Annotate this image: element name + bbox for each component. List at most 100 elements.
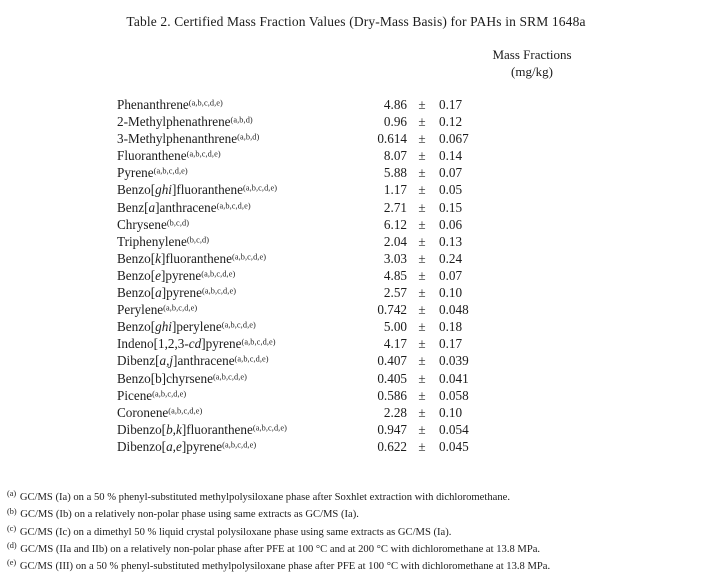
plus-minus-symbol: ± bbox=[418, 250, 426, 266]
table-row: Benzo[k]fluoranthene(a,b,c,d,e) 3.03 ±0.24 bbox=[0, 250, 712, 267]
column-header-line-2: (mg/kg) bbox=[511, 64, 553, 79]
uncertainty-value: 0.045 bbox=[439, 438, 469, 454]
mass-fraction-value: 5.88 bbox=[383, 165, 407, 181]
plus-minus-symbol: ± bbox=[418, 216, 426, 232]
table-row: Benzo[ghi]perylene(a,b,c,d,e) 5.00 ±0.18 bbox=[0, 318, 712, 335]
plus-minus-symbol: ± bbox=[418, 165, 426, 181]
footnote-marker: (e) bbox=[7, 558, 17, 568]
analyte-name: Chrysene(b,c,d) bbox=[117, 216, 190, 232]
uncertainty-value: 0.17 bbox=[439, 97, 463, 112]
mass-fraction-value: 0.947 bbox=[377, 421, 407, 437]
plus-minus-symbol: ± bbox=[418, 302, 426, 318]
analyte-name: Dibenzo[b,k]fluoranthene(a,b,c,d,e) bbox=[117, 421, 287, 437]
analyte-name: Benz[a]anthracene(a,b,c,d,e) bbox=[117, 199, 251, 215]
analyte-name: Dibenz[a,j]anthracene(a,b,c,d,e) bbox=[117, 353, 269, 369]
mass-fraction-value: 0.614 bbox=[377, 131, 407, 147]
table-row: Dibenzo[b,k]fluoranthene(a,b,c,d,e) 0.947… bbox=[0, 421, 712, 438]
plus-minus-symbol: ± bbox=[418, 199, 426, 215]
uncertainty-value: 0.058 bbox=[439, 387, 469, 403]
table-row: Perylene(a,b,c,d,e) 0.742 ±0.048 bbox=[0, 301, 712, 318]
footnote-marker: (a) bbox=[7, 489, 17, 499]
footnote-text: GC/MS (IIa and IIb) on a relatively non-… bbox=[17, 543, 541, 555]
analyte-name: Triphenylene(b,c,d) bbox=[117, 233, 210, 249]
analyte-name: Benzo[ghi]fluoranthene(a,b,c,d,e) bbox=[117, 182, 278, 198]
table-body: Phenanthrene(a,b,c,d,e) 4.86 ±0.17 2-Methyl… bbox=[0, 96, 712, 455]
mass-fraction-value: 2.28 bbox=[383, 404, 407, 420]
footnote-marker: (b) bbox=[7, 506, 17, 516]
mass-fraction-value: 2.71 bbox=[383, 199, 407, 215]
uncertainty-value: 0.13 bbox=[439, 233, 463, 249]
plus-minus-symbol: ± bbox=[418, 387, 426, 403]
analyte-name: Picene(a,b,c,d,e) bbox=[117, 387, 187, 403]
table-row: Phenanthrene(a,b,c,d,e) 4.86 ±0.17 bbox=[0, 96, 712, 113]
plus-minus-symbol: ± bbox=[418, 421, 426, 437]
footnote-text: GC/MS (III) on a 50 % phenyl-substituted… bbox=[17, 561, 551, 573]
table-row: Dibenzo[a,e]pyrene(a,b,c,d,e) 0.622 ±0.045 bbox=[0, 438, 712, 455]
plus-minus-symbol: ± bbox=[418, 404, 426, 420]
analyte-name: 3-Methylphenanthrene(a,b,d) bbox=[117, 131, 260, 147]
plus-minus-symbol: ± bbox=[418, 131, 426, 147]
footnote: (e) GC/MS (III) on a 50 % phenyl-substit… bbox=[7, 558, 707, 575]
mass-fraction-value: 0.405 bbox=[377, 370, 407, 386]
mass-fraction-value: 2.57 bbox=[383, 285, 407, 301]
mass-fraction-value: 1.17 bbox=[383, 182, 407, 198]
mass-fraction-value: 0.407 bbox=[377, 353, 407, 369]
uncertainty-value: 0.15 bbox=[439, 199, 463, 215]
uncertainty-value: 0.067 bbox=[439, 131, 469, 147]
footnote-text: GC/MS (Ic) on a dimethyl 50 % liquid cry… bbox=[17, 526, 452, 538]
uncertainty-value: 0.039 bbox=[439, 353, 469, 369]
plus-minus-symbol: ± bbox=[418, 336, 426, 352]
table-row: Indeno[1,2,3-cd]pyrene(a,b,c,d,e) 4.17 ±0.… bbox=[0, 335, 712, 352]
table-row: Coronene(a,b,c,d,e) 2.28 ±0.10 bbox=[0, 404, 712, 421]
footnote-text: GC/MS (Ib) on a relatively non-polar pha… bbox=[17, 509, 359, 521]
plus-minus-symbol: ± bbox=[418, 353, 426, 369]
uncertainty-value: 0.24 bbox=[439, 250, 463, 266]
uncertainty-value: 0.10 bbox=[439, 404, 463, 420]
uncertainty-value: 0.048 bbox=[439, 302, 469, 318]
table-row: Chrysene(b,c,d) 6.12 ±0.06 bbox=[0, 216, 712, 233]
mass-fraction-value: 2.04 bbox=[383, 233, 407, 249]
analyte-name: Phenanthrene(a,b,c,d,e) bbox=[117, 97, 223, 112]
mass-fraction-value: 0.586 bbox=[377, 387, 407, 403]
uncertainty-value: 0.054 bbox=[439, 421, 469, 437]
footnote-marker: (d) bbox=[7, 541, 17, 551]
mass-fraction-value: 4.85 bbox=[383, 267, 407, 283]
table-row: Fluoranthene(a,b,c,d,e) 8.07 ±0.14 bbox=[0, 147, 712, 164]
analyte-name: Perylene(a,b,c,d,e) bbox=[117, 302, 198, 318]
mass-fraction-value: 4.17 bbox=[383, 336, 407, 352]
plus-minus-symbol: ± bbox=[418, 148, 426, 164]
mass-fraction-value: 0.96 bbox=[383, 114, 407, 130]
mass-fraction-value: 5.00 bbox=[383, 319, 407, 335]
uncertainty-value: 0.05 bbox=[439, 182, 463, 198]
analyte-name: Dibenzo[a,e]pyrene(a,b,c,d,e) bbox=[117, 438, 257, 454]
footnote: (a) GC/MS (Ia) on a 50 % phenyl-substitu… bbox=[7, 489, 707, 506]
uncertainty-value: 0.07 bbox=[439, 165, 463, 181]
plus-minus-symbol: ± bbox=[418, 438, 426, 454]
table-row: Benzo[a]pyrene(a,b,c,d,e) 2.57 ±0.10 bbox=[0, 284, 712, 301]
footnote: (b) GC/MS (Ib) on a relatively non-polar… bbox=[7, 506, 707, 523]
mass-fraction-value: 6.12 bbox=[383, 216, 407, 232]
uncertainty-value: 0.12 bbox=[439, 114, 463, 130]
footnote-marker: (c) bbox=[7, 523, 17, 533]
analyte-name: Fluoranthene(a,b,c,d,e) bbox=[117, 148, 221, 164]
table-row: 2-Methylphenathrene(a,b,d) 0.96 ±0.12 bbox=[0, 113, 712, 130]
analyte-name: Benzo[b]chyrsene(a,b,c,d,e) bbox=[117, 370, 248, 386]
uncertainty-value: 0.041 bbox=[439, 370, 469, 386]
mass-fraction-value: 0.742 bbox=[377, 302, 407, 318]
uncertainty-value: 0.06 bbox=[439, 216, 463, 232]
plus-minus-symbol: ± bbox=[418, 114, 426, 130]
uncertainty-value: 0.14 bbox=[439, 148, 463, 164]
table-row: Benz[a]anthracene(a,b,c,d,e) 2.71 ±0.15 bbox=[0, 199, 712, 216]
certified-values-table: Phenanthrene(a,b,c,d,e) 4.86 ±0.17 2-Methyl… bbox=[0, 96, 712, 455]
table-row: 3-Methylphenanthrene(a,b,d) 0.614 ±0.067 bbox=[0, 130, 712, 147]
table-row: Picene(a,b,c,d,e) 0.586 ±0.058 bbox=[0, 387, 712, 404]
analyte-name: Coronene(a,b,c,d,e) bbox=[117, 404, 203, 420]
mass-fraction-value: 0.622 bbox=[377, 438, 407, 454]
mass-fraction-value: 4.86 bbox=[383, 97, 407, 112]
uncertainty-value: 0.07 bbox=[439, 267, 463, 283]
footnote: (d) GC/MS (IIa and IIb) on a relatively … bbox=[7, 541, 707, 558]
table-row: Dibenz[a,j]anthracene(a,b,c,d,e) 0.407 ±0.… bbox=[0, 352, 712, 369]
plus-minus-symbol: ± bbox=[418, 182, 426, 198]
analyte-name: Benzo[e]pyrene(a,b,c,d,e) bbox=[117, 267, 236, 283]
